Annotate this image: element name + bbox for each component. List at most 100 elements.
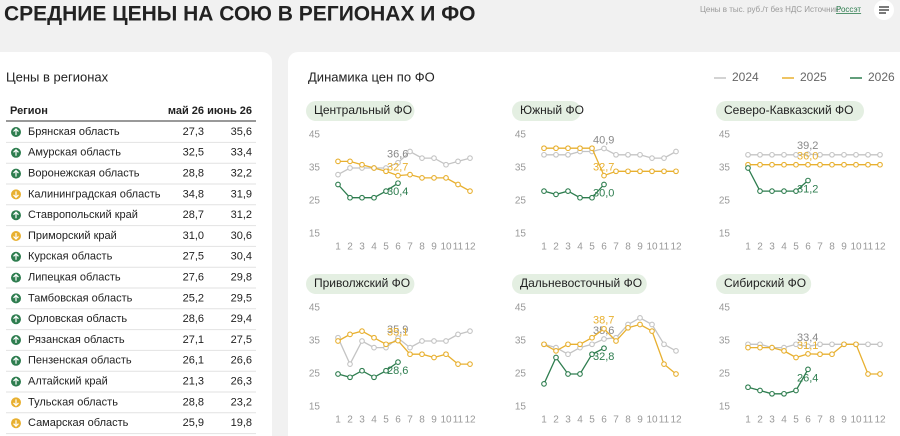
point [541,341,547,348]
point [431,338,437,344]
point [877,371,883,377]
source-link[interactable]: Россэт [836,5,861,14]
cell: 29,4 [231,313,252,325]
x-tick-label: 11 [453,242,464,253]
x-tick-label: 2 [553,242,559,253]
x-tick-label: 9 [431,415,437,426]
x-tick-label: 4 [577,242,583,253]
arrow [13,273,19,281]
point [335,371,341,377]
point [467,188,473,194]
point [359,367,365,374]
x-tick-label: 5 [383,415,389,426]
x-tick-label: 3 [359,415,365,426]
y-tick-label: 15 [309,229,321,240]
point [565,188,571,194]
arrow [13,128,19,135]
point [793,341,799,348]
point [769,344,775,351]
point [553,145,559,152]
y-tick-label: 25 [515,196,527,207]
point [347,361,353,367]
x-tick-label: 2 [757,242,763,253]
point [565,351,571,358]
x-tick-label: 5 [383,242,389,253]
point [443,175,449,181]
column-header: июнь 26 [207,105,252,117]
point [443,338,449,344]
x-tick-label: 4 [781,242,787,253]
point [817,161,823,168]
arrow [13,336,19,343]
charts-panel [288,52,900,436]
point [359,328,365,334]
point [613,338,619,344]
cell: 31,9 [231,188,252,200]
point [769,161,775,168]
point [649,155,655,161]
point [347,331,353,338]
value-label: 38,7 [593,315,614,327]
cell: Орловская область [28,313,127,325]
point [769,188,775,194]
x-tick-label: 5 [793,415,799,426]
point [805,177,811,184]
value-label: 40,9 [593,134,614,146]
point [745,165,751,171]
point [757,188,763,194]
value-label: 35,9 [387,324,408,336]
y-tick-label: 15 [515,229,527,240]
point [431,354,437,361]
point [371,344,377,351]
x-tick-label: 12 [670,242,682,253]
arrow [13,211,19,219]
point [467,361,473,367]
x-tick-label: 1 [335,415,341,426]
cell: Тульская область [28,396,118,408]
point [589,341,595,348]
x-tick-label: 11 [863,242,874,253]
point [841,161,847,168]
point [649,168,655,175]
x-tick-label: 8 [625,242,631,253]
point [467,155,473,161]
point [443,351,449,358]
point [877,161,883,168]
y-tick-label: 15 [309,402,321,413]
value-label: 35,1 [387,327,408,339]
point [541,145,547,152]
point [625,324,631,331]
x-tick-label: 11 [453,415,464,426]
point [419,338,425,344]
y-tick-label: 35 [515,163,527,174]
cell: 28,6 [183,313,204,325]
point [335,158,341,165]
y-tick-label: 25 [309,369,321,380]
arrow [13,399,19,407]
point [601,345,607,352]
x-tick-label: 11 [659,242,670,253]
cell: 26,6 [231,355,252,367]
point [781,161,787,168]
x-tick-label: 6 [805,415,811,426]
point [601,325,607,332]
value-label: 32,7 [387,161,408,173]
point [455,158,461,165]
arrow [13,191,19,199]
x-tick-label: 6 [805,242,811,253]
point [637,315,643,321]
y-tick-label: 45 [719,130,731,141]
y-tick-label: 35 [309,336,321,347]
x-tick-label: 10 [646,415,658,426]
cell: 26,1 [183,355,204,367]
point [853,341,859,348]
chart-title-pill [716,101,864,121]
point [661,341,667,348]
y-tick-label: 45 [515,303,527,314]
x-tick-label: 8 [625,415,631,426]
point [577,194,583,201]
point [829,161,835,168]
point [829,351,835,358]
point [455,331,461,338]
point [541,151,547,158]
